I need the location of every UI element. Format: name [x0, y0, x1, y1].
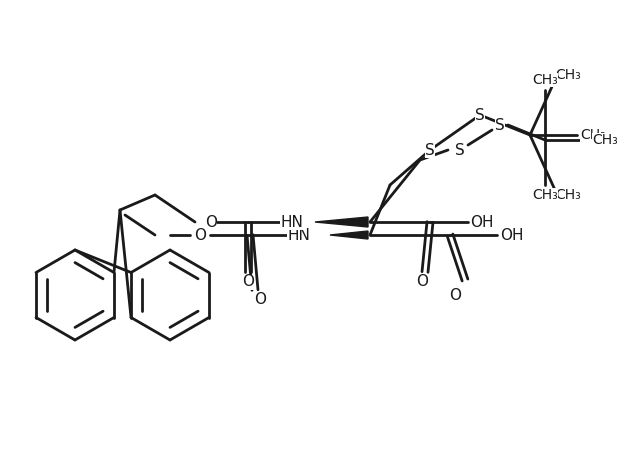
Text: CH₃: CH₃ — [592, 133, 618, 147]
Text: O: O — [205, 214, 217, 229]
Polygon shape — [330, 231, 368, 239]
Text: CH₃: CH₃ — [580, 128, 605, 142]
Text: O: O — [416, 274, 428, 290]
Polygon shape — [315, 217, 368, 227]
Text: S: S — [455, 142, 465, 157]
Text: HN: HN — [287, 227, 310, 243]
Text: OH: OH — [500, 227, 524, 243]
Text: HN: HN — [280, 214, 303, 229]
Text: CH₃: CH₃ — [555, 188, 580, 202]
Text: O: O — [242, 274, 254, 290]
Text: O: O — [449, 288, 461, 303]
Text: CH₃: CH₃ — [532, 188, 558, 202]
Text: S: S — [475, 108, 485, 123]
Text: OH: OH — [470, 214, 493, 229]
Text: S: S — [425, 142, 435, 157]
Text: O: O — [194, 227, 206, 243]
Text: CH₃: CH₃ — [555, 68, 580, 82]
Text: O: O — [254, 292, 266, 307]
Text: S: S — [495, 118, 505, 133]
Text: CH₃: CH₃ — [532, 73, 558, 87]
